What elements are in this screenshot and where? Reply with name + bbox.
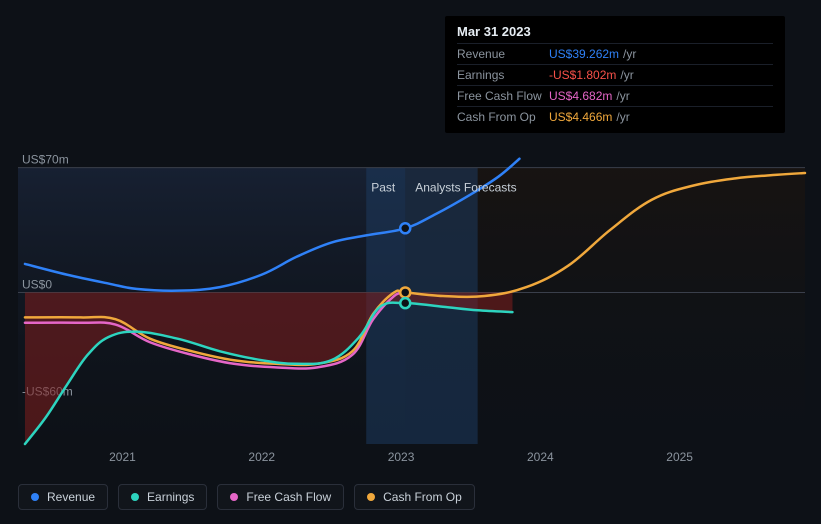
svg-text:US$70m: US$70m xyxy=(22,153,69,167)
tooltip-row-value: US$4.682m xyxy=(549,89,612,103)
tooltip-title: Mar 31 2023 xyxy=(457,24,773,39)
tooltip-row: Cash From OpUS$4.466m/yr xyxy=(457,106,773,127)
financial-forecast-chart: { "layout": { "width": 821, "height": 52… xyxy=(0,0,821,524)
chart-tooltip: Mar 31 2023 RevenueUS$39.262m/yrEarnings… xyxy=(445,16,785,133)
tooltip-row: Earnings-US$1.802m/yr xyxy=(457,64,773,85)
tooltip-row-value: US$39.262m xyxy=(549,47,619,61)
tooltip-row-value: US$4.466m xyxy=(549,110,612,124)
svg-text:Analysts Forecasts: Analysts Forecasts xyxy=(415,181,516,195)
tooltip-row-value: -US$1.802m xyxy=(549,68,616,82)
svg-text:2024: 2024 xyxy=(527,450,554,464)
tooltip-row-label: Free Cash Flow xyxy=(457,89,549,103)
svg-text:2021: 2021 xyxy=(109,450,136,464)
legend-item-label: Earnings xyxy=(147,490,194,504)
legend-item-label: Cash From Op xyxy=(383,490,462,504)
svg-text:2023: 2023 xyxy=(388,450,415,464)
legend-dot-icon xyxy=(31,493,39,501)
tooltip-row: RevenueUS$39.262m/yr xyxy=(457,43,773,64)
legend-item-earnings[interactable]: Earnings xyxy=(118,484,207,510)
svg-text:Past: Past xyxy=(371,181,396,195)
tooltip-row-label: Revenue xyxy=(457,47,549,61)
legend-item-label: Free Cash Flow xyxy=(246,490,331,504)
tooltip-row-unit: /yr xyxy=(616,110,629,124)
tooltip-row: Free Cash FlowUS$4.682m/yr xyxy=(457,85,773,106)
tooltip-row-label: Cash From Op xyxy=(457,110,549,124)
svg-text:2025: 2025 xyxy=(666,450,693,464)
tooltip-row-unit: /yr xyxy=(620,68,633,82)
legend-item-revenue[interactable]: Revenue xyxy=(18,484,108,510)
svg-text:US$0: US$0 xyxy=(22,277,52,291)
tooltip-row-label: Earnings xyxy=(457,68,549,82)
svg-text:2022: 2022 xyxy=(248,450,275,464)
legend-dot-icon xyxy=(367,493,375,501)
legend-dot-icon xyxy=(131,493,139,501)
tooltip-row-unit: /yr xyxy=(616,89,629,103)
legend-item-cashop[interactable]: Cash From Op xyxy=(354,484,475,510)
legend-dot-icon xyxy=(230,493,238,501)
tooltip-row-unit: /yr xyxy=(623,47,636,61)
legend-item-fcf[interactable]: Free Cash Flow xyxy=(217,484,344,510)
chart-legend: Revenue Earnings Free Cash Flow Cash From O… xyxy=(18,484,475,510)
legend-item-label: Revenue xyxy=(47,490,95,504)
